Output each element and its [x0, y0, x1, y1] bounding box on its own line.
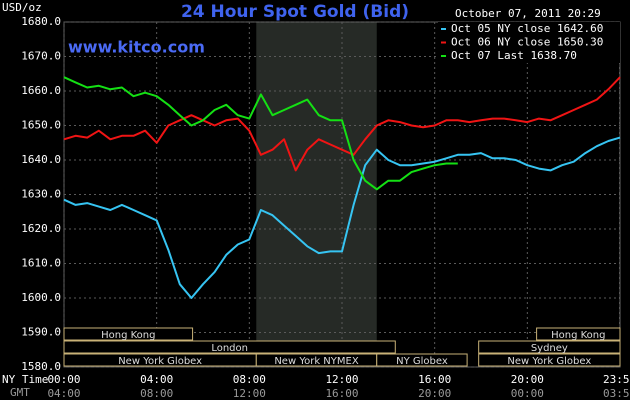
y-tick-label: 1670.0 [21, 50, 61, 63]
x2-tick-label: 16:00 [325, 387, 358, 400]
site-label: www.kitco.com [68, 38, 205, 57]
session-bar [478, 353, 621, 367]
legend-box [438, 22, 620, 63]
x2-tick-label: 00:00 [511, 387, 544, 400]
session-label: Hong Kong [101, 330, 155, 341]
legend-label: Oct 05 NY close 1642.60 [451, 22, 603, 35]
x2-tick-label: 20:00 [418, 387, 451, 400]
y-tick-label: 1590.0 [21, 326, 61, 339]
series-line [63, 136, 621, 299]
legend-label: Oct 06 NY close 1650.30 [451, 36, 603, 49]
y-tick-label: 1650.0 [21, 119, 61, 132]
y-tick-label: 1580.0 [21, 360, 61, 373]
x-axis-label: NY Time [2, 373, 48, 386]
y-tick-label: 1600.0 [21, 291, 61, 304]
x-tick-label: 23:59 [603, 373, 630, 386]
session-label: Hong Kong [551, 330, 605, 341]
session-bar [536, 327, 621, 341]
x2-tick-label: 03:59 [603, 387, 630, 400]
session-label: NY Globex [396, 356, 448, 367]
series-line [63, 76, 458, 191]
x-tick-label: 16:00 [418, 373, 451, 386]
legend-swatch [441, 28, 446, 30]
session-bar [478, 340, 621, 354]
y-tick-label: 1610.0 [21, 257, 61, 270]
x-tick-label: 00:00 [47, 373, 80, 386]
session-label: New York Globex [507, 356, 591, 367]
x-tick-label: 20:00 [511, 373, 544, 386]
y-tick-label: 1660.0 [21, 84, 61, 97]
legend-label: Oct 07 Last 1638.70 [451, 49, 577, 62]
chart-title: 24 Hour Spot Gold (Bid) [181, 2, 409, 22]
x2-axis-label: GMT [10, 386, 30, 399]
session-bar [63, 327, 194, 341]
y-tick-label: 1630.0 [21, 188, 61, 201]
x-tick-label: 08:00 [233, 373, 266, 386]
x2-tick-label: 12:00 [233, 387, 266, 400]
legend-swatch [441, 41, 446, 44]
session-label: New York Globex [118, 356, 202, 367]
session-label: New York NYMEX [274, 356, 359, 367]
session-label: London [211, 343, 248, 354]
y-unit: USD/oz [2, 1, 42, 14]
y-tick-label: 1680.0 [21, 15, 61, 28]
x-tick-label: 04:00 [140, 373, 173, 386]
x2-tick-label: 04:00 [47, 387, 80, 400]
session-label: Sydney [531, 343, 568, 354]
timestamp: October 07, 2011 20:29 [455, 7, 601, 20]
x-tick-label: 12:00 [325, 373, 358, 386]
session-bar [376, 353, 468, 367]
y-tick-label: 1640.0 [21, 153, 61, 166]
legend-swatch [441, 55, 446, 57]
y-tick-label: 1620.0 [21, 222, 61, 235]
series-line [63, 76, 621, 172]
session-bar [63, 340, 396, 354]
x2-tick-label: 08:00 [140, 387, 173, 400]
